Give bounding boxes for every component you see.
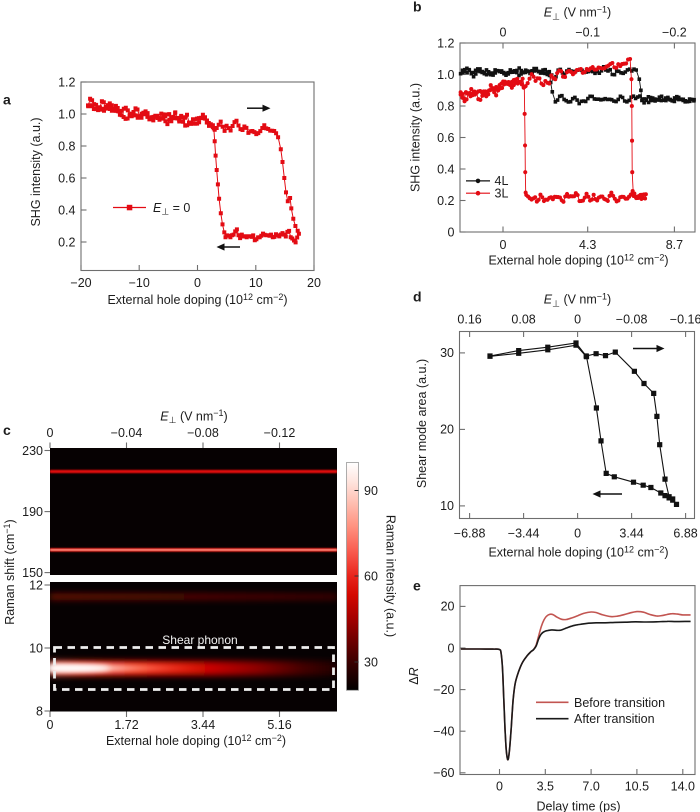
svg-text:−0.16: −0.16: [670, 312, 700, 326]
svg-text:20: 20: [440, 423, 454, 437]
svg-text:External hole doping (1012 cm−: External hole doping (1012 cm−2): [488, 252, 668, 267]
svg-text:8.7: 8.7: [666, 238, 683, 252]
svg-text:0: 0: [47, 718, 54, 732]
svg-text:10: 10: [249, 276, 263, 290]
svg-text:External hole doping (1012 cm−: External hole doping (1012 cm−2): [488, 544, 668, 559]
svg-text:4L: 4L: [495, 174, 509, 188]
svg-text:After transition: After transition: [574, 712, 655, 726]
svg-text:SHG intensity (a.u.): SHG intensity (a.u.): [29, 117, 43, 226]
svg-text:e: e: [413, 578, 421, 594]
svg-text:−20: −20: [433, 683, 454, 697]
svg-text:0: 0: [448, 225, 455, 239]
svg-text:−0.12: −0.12: [264, 426, 296, 440]
svg-text:230: 230: [22, 444, 43, 458]
svg-text:10: 10: [440, 499, 454, 513]
svg-text:−0.1: −0.1: [575, 25, 600, 39]
svg-text:E⊥ (V nm−1): E⊥ (V nm−1): [160, 408, 227, 425]
svg-text:1.72: 1.72: [114, 718, 138, 732]
svg-text:3.44: 3.44: [191, 718, 215, 732]
svg-text:150: 150: [22, 566, 43, 580]
svg-text:−3.44: −3.44: [508, 527, 540, 541]
svg-text:0: 0: [448, 641, 455, 655]
svg-text:20: 20: [307, 276, 321, 290]
svg-text:12: 12: [29, 578, 43, 592]
svg-text:E⊥ (V nm−1): E⊥ (V nm−1): [544, 4, 611, 21]
svg-text:14.0: 14.0: [671, 779, 695, 793]
svg-text:0.2: 0.2: [437, 194, 454, 208]
svg-text:0.8: 0.8: [58, 139, 75, 153]
svg-text:1.2: 1.2: [437, 36, 454, 50]
svg-text:ΔR: ΔR: [407, 667, 421, 684]
svg-text:−20: −20: [70, 276, 91, 290]
svg-text:Raman shift (cm−1): Raman shift (cm−1): [2, 519, 17, 624]
svg-text:−60: −60: [433, 766, 454, 780]
svg-text:0.6: 0.6: [437, 131, 454, 145]
svg-text:External hole doping (1012 cm−: External hole doping (1012 cm−2): [106, 733, 286, 748]
svg-text:190: 190: [22, 505, 43, 519]
svg-text:Raman intensity (a.u.): Raman intensity (a.u.): [384, 515, 398, 637]
svg-text:10: 10: [29, 641, 43, 655]
svg-text:0.2: 0.2: [58, 235, 75, 249]
svg-text:90: 90: [364, 484, 378, 498]
svg-text:E⊥ (V nm−1): E⊥ (V nm−1): [544, 291, 611, 308]
svg-text:30: 30: [440, 346, 454, 360]
svg-text:External hole doping (1012 cm−: External hole doping (1012 cm−2): [107, 292, 287, 307]
svg-text:Delay time (ps): Delay time (ps): [536, 800, 620, 812]
svg-text:−10: −10: [129, 276, 150, 290]
svg-text:−6.88: −6.88: [454, 527, 486, 541]
svg-text:b: b: [413, 0, 422, 15]
svg-text:0: 0: [574, 527, 581, 541]
svg-text:−0.2: −0.2: [662, 25, 687, 39]
svg-text:4.3: 4.3: [579, 238, 596, 252]
svg-text:a: a: [3, 92, 11, 108]
svg-text:SHG intensity (a.u.): SHG intensity (a.u.): [409, 83, 423, 192]
svg-text:0.08: 0.08: [511, 312, 535, 326]
svg-text:−0.08: −0.08: [616, 312, 648, 326]
svg-text:0.8: 0.8: [437, 99, 454, 113]
svg-text:0.16: 0.16: [457, 312, 481, 326]
svg-text:1.0: 1.0: [437, 68, 454, 82]
svg-text:30: 30: [364, 655, 378, 669]
svg-text:−40: −40: [433, 725, 454, 739]
svg-text:3.5: 3.5: [537, 779, 554, 793]
svg-text:8: 8: [36, 704, 43, 718]
svg-text:0: 0: [574, 312, 581, 326]
svg-text:10.5: 10.5: [625, 779, 649, 793]
svg-text:6.88: 6.88: [673, 527, 697, 541]
svg-text:5.16: 5.16: [267, 718, 291, 732]
svg-text:Shear phonon: Shear phonon: [162, 633, 237, 647]
svg-text:3.44: 3.44: [619, 527, 643, 541]
svg-text:0: 0: [500, 25, 507, 39]
svg-text:1.2: 1.2: [58, 75, 75, 89]
svg-text:0.6: 0.6: [58, 171, 75, 185]
svg-text:E⊥ = 0: E⊥ = 0: [153, 201, 190, 217]
svg-text:20: 20: [441, 600, 455, 614]
svg-text:d: d: [413, 289, 422, 305]
svg-text:3L: 3L: [495, 187, 509, 201]
svg-text:0: 0: [496, 779, 503, 793]
svg-text:Before transition: Before transition: [574, 696, 665, 710]
svg-text:Shear mode area (a.u.): Shear mode area (a.u.): [415, 359, 429, 488]
svg-text:60: 60: [364, 569, 378, 583]
svg-text:0.4: 0.4: [58, 203, 75, 217]
svg-text:−0.04: −0.04: [111, 426, 143, 440]
svg-text:−0.08: −0.08: [187, 426, 219, 440]
svg-text:1.0: 1.0: [58, 107, 75, 121]
svg-text:0: 0: [47, 426, 54, 440]
svg-text:0: 0: [500, 238, 507, 252]
svg-text:0.4: 0.4: [437, 162, 454, 176]
svg-text:0: 0: [194, 276, 201, 290]
svg-text:7.0: 7.0: [582, 779, 599, 793]
svg-text:c: c: [3, 422, 11, 438]
